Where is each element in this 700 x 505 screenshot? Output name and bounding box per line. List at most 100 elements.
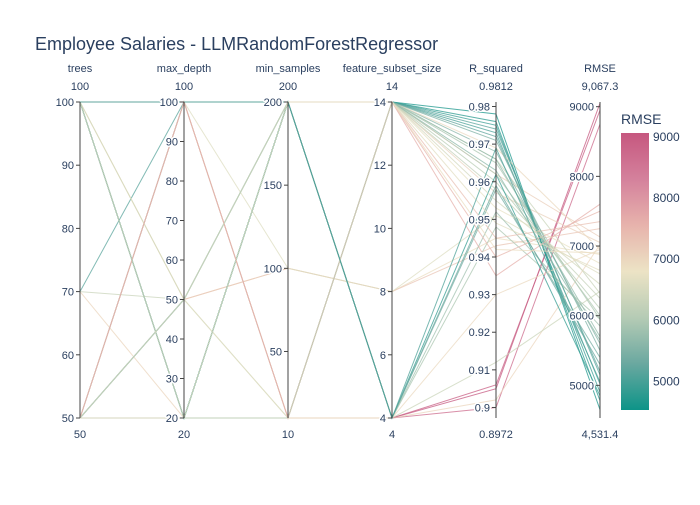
axis-tick-label: 0.93 [469,290,490,302]
axis-tick-label: 5000 [570,380,594,392]
axis-tick-label: 14 [374,97,386,109]
axis-tick-halo: 60 [166,255,178,267]
axis-tick-halo: 100 [264,263,282,275]
colorbar-tick-label: 5000 [653,374,680,388]
colorbar-title: RMSE [621,111,661,127]
axis-tick-label: 70 [62,287,74,299]
axis-tick-halo: 0.95 [469,214,490,226]
axis-tick-halo: 50 [166,295,178,307]
data-line-19 [79,101,601,376]
axis-tick-label: 50 [270,346,282,358]
axis-title: RMSE [584,63,616,75]
axis-tick-halo: 6 [380,350,386,362]
axis-tick-halo: 20 [166,413,178,425]
axis-tick-halo: 8 [380,287,386,299]
colorbar: RMSE 5000 6000 7000 8000 9000 [621,111,680,410]
axis-tick-label: 70 [166,216,178,228]
axis-tick-halo: 6000 [570,311,594,323]
colorbar-gradient [621,133,649,410]
axis-tick-halo: 0.96 [469,177,490,189]
axis-tick-halo: 50 [62,413,74,425]
axis-tick-label: 8000 [570,171,594,183]
axis-tick-label: 8 [380,287,386,299]
axis-tick-label: 80 [62,223,74,235]
axis-tick-label: 6 [380,350,386,362]
axis-R-squared: R_squared0.98120.89720.90.90.910.910.920… [467,63,523,441]
axis-range-min: 4 [389,429,395,441]
axis-title: max_depth [157,63,211,75]
axis-range-max: 100 [71,81,89,93]
axis-tick-halo: 80 [62,223,74,235]
data-line-6 [79,101,601,301]
axis-tick-halo: 80 [166,176,178,188]
axis-range-min: 0.8972 [479,429,513,441]
axis-tick-label: 100 [56,97,74,109]
axis-tick-halo: 10 [374,223,386,235]
axis-tick-label: 0.96 [469,177,490,189]
colorbar-tick-label: 8000 [653,191,680,205]
axis-tick-halo: 90 [62,160,74,172]
axis-tick-halo: 5000 [570,380,594,392]
axis-tick-label: 80 [166,176,178,188]
axis-tick-label: 60 [62,350,74,362]
axis-tick-label: 0.98 [469,102,490,114]
axis-tick-halo: 70 [166,216,178,228]
axis-tick-halo: 30 [166,374,178,386]
axis-tick-halo: 0.91 [469,365,490,377]
axis-tick-halo: 0.92 [469,327,490,339]
axis-tick-label: 0.92 [469,327,490,339]
data-line-40 [80,101,601,419]
axis-tick-halo: 100 [56,97,74,109]
axis-tick-label: 90 [62,160,74,172]
axis-tick-label: 0.91 [469,365,490,377]
axis-tick-label: 0.95 [469,214,490,226]
axis-tick-label: 20 [166,413,178,425]
axis-tick-label: 7000 [570,241,594,253]
axis-tick-label: 9000 [570,102,594,114]
axis-tick-label: 0.94 [469,252,490,264]
axis-range-max: 200 [279,81,297,93]
axis-tick-halo: 9000 [570,102,594,114]
axis-tick-halo: 40 [166,334,178,346]
axis-tick-halo: 60 [62,350,74,362]
data-line-39 [80,101,601,420]
data-line-7 [79,244,601,419]
axis-title: trees [68,63,93,75]
axis-tick-halo: 0.97 [469,139,490,151]
axis-tick-halo: 50 [270,346,282,358]
axis-range-max: 0.9812 [479,81,513,93]
axis-tick-label: 100 [160,97,178,109]
axis-tick-label: 30 [166,374,178,386]
axis-range-min: 50 [74,429,86,441]
axis-tick-halo: 4 [380,413,386,425]
chart-title: Employee Salaries - LLMRandomForestRegre… [35,34,438,54]
axis-tick-halo: 14 [374,97,386,109]
axis-tick-halo: 7000 [570,241,594,253]
axis-tick-halo: 150 [264,180,282,192]
axis-range-max: 14 [386,81,398,93]
axis-tick-label: 150 [264,180,282,192]
axis-range-max: 100 [175,81,193,93]
axis-tick-label: 100 [264,263,282,275]
axis-tick-label: 4 [380,413,386,425]
data-line-4 [79,101,601,301]
colorbar-tick-label: 6000 [653,313,680,327]
axis-tick-label: 200 [264,97,282,109]
axis-tick-halo: 0.98 [469,102,490,114]
data-line-31 [79,101,601,301]
axis-tick-halo: 0.9 [475,402,490,414]
axis-tick-label: 10 [374,223,386,235]
axis-tick-halo: 0.94 [469,252,490,264]
lines-layer [79,100,601,420]
colorbar-tick-label: 9000 [653,130,680,144]
axis-range-min: 4,531.4 [582,429,619,441]
axis-tick-label: 50 [62,413,74,425]
axis-title: min_samples [256,63,321,75]
axis-tick-label: 6000 [570,311,594,323]
axis-range-min: 10 [282,429,294,441]
data-line-11 [79,228,601,419]
